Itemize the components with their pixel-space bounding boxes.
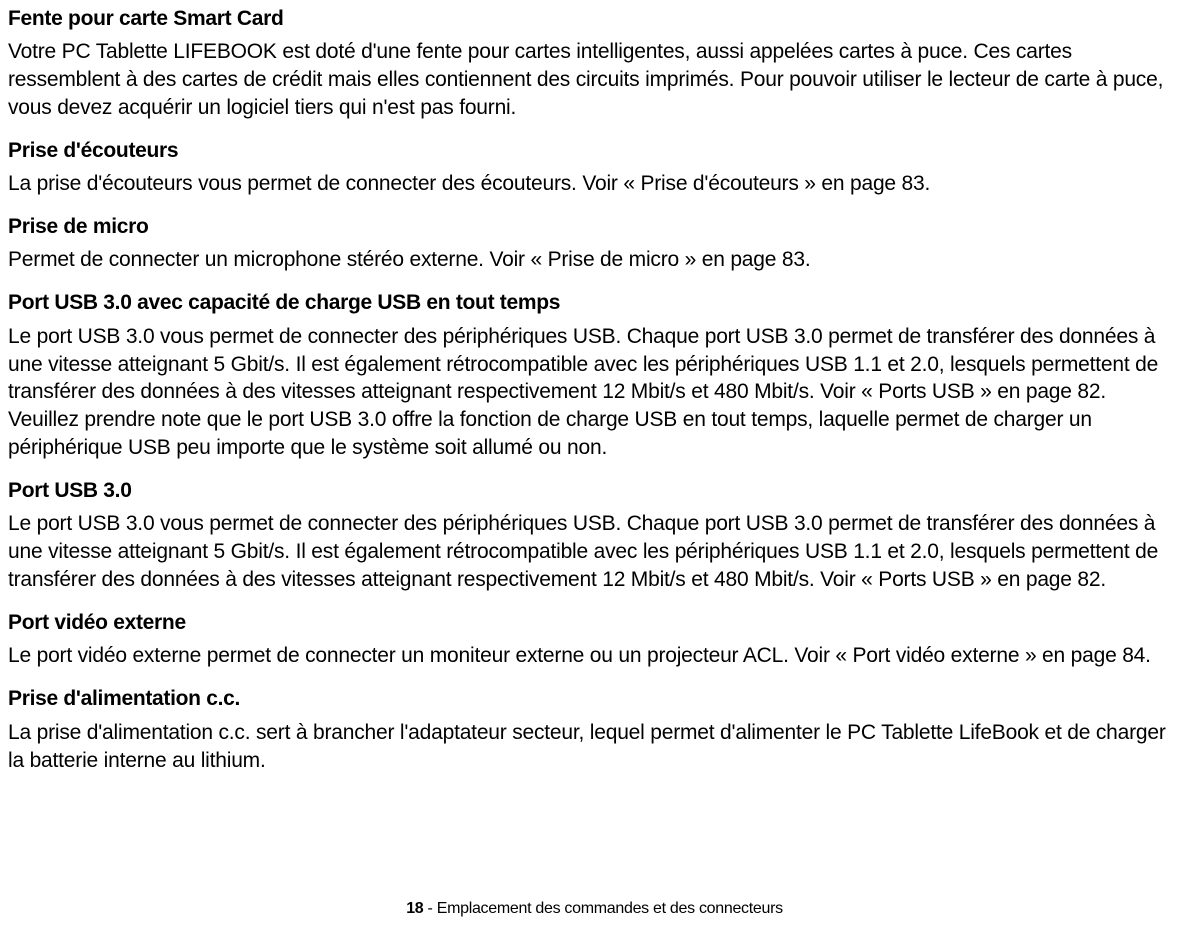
- section-heading: Port USB 3.0 avec capacité de charge USB…: [8, 290, 1175, 316]
- section-body: La prise d'alimentation c.c. sert à bran…: [8, 719, 1175, 775]
- section-body: Le port USB 3.0 vous permet de connecter…: [8, 510, 1175, 594]
- section-heading: Fente pour carte Smart Card: [8, 6, 1175, 32]
- section-heading: Port vidéo externe: [8, 610, 1175, 636]
- section-heading: Prise d'écouteurs: [8, 138, 1175, 164]
- section-body: Permet de connecter un microphone stéréo…: [8, 246, 1175, 274]
- section-body: Votre PC Tablette LIFEBOOK est doté d'un…: [8, 38, 1175, 122]
- section-body: La prise d'écouteurs vous permet de conn…: [8, 170, 1175, 198]
- page-number: 18: [406, 900, 423, 917]
- footer-caption: - Emplacement des commandes et des conne…: [423, 900, 782, 917]
- section-body: Le port USB 3.0 vous permet de connecter…: [8, 323, 1175, 463]
- section-heading: Prise d'alimentation c.c.: [8, 686, 1175, 712]
- page-footer: 18 - Emplacement des commandes et des co…: [0, 900, 1189, 918]
- section-heading: Port USB 3.0: [8, 478, 1175, 504]
- section-body: Le port vidéo externe permet de connecte…: [8, 642, 1175, 670]
- section-heading: Prise de micro: [8, 214, 1175, 240]
- document-content: Fente pour carte Smart Card Votre PC Tab…: [8, 6, 1175, 775]
